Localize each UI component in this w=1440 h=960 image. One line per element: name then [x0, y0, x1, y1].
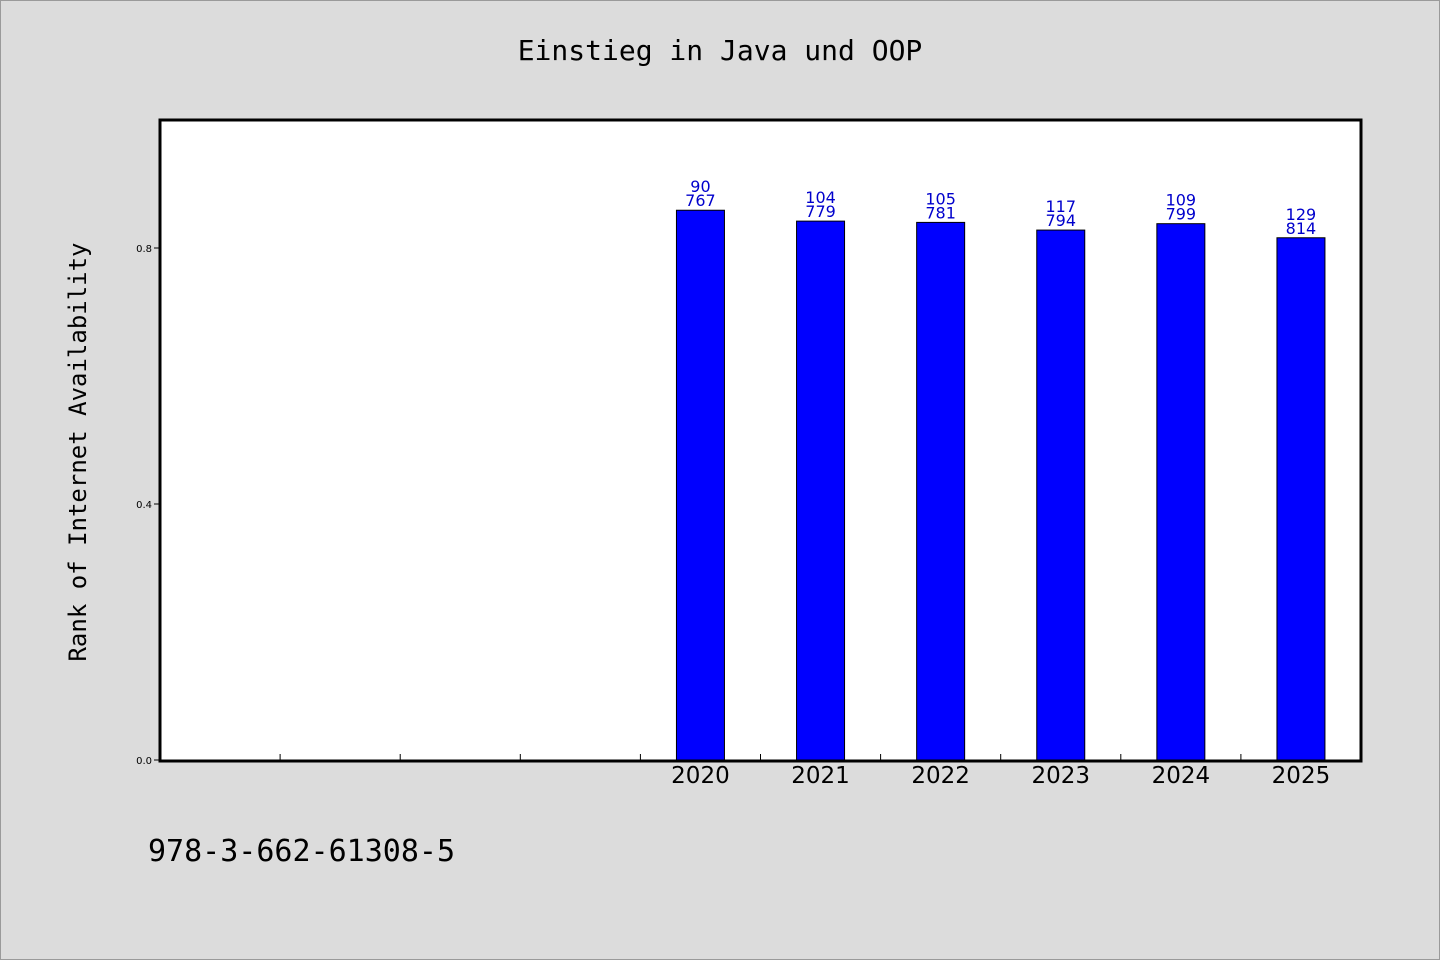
- bar: [675, 209, 725, 761]
- y-tick-label: 0.4: [136, 500, 152, 511]
- bar: [1156, 223, 1206, 761]
- x-tick-label: 2023: [1031, 763, 1090, 789]
- y-tick-label: 0.0: [136, 756, 152, 767]
- bar-value-label: 105: [925, 189, 956, 208]
- bar-value-label: 129: [1286, 205, 1317, 224]
- bar-value-label: 117: [1045, 197, 1076, 216]
- x-tick-label: 2020: [671, 763, 730, 789]
- bar-value-label: 814: [1286, 219, 1317, 238]
- bar: [916, 221, 966, 761]
- bar-value-label: 104: [805, 188, 836, 207]
- bar: [1036, 229, 1086, 761]
- y-tick-label: 0.8: [136, 244, 152, 255]
- chart-title: Einstieg in Java und OOP: [517, 34, 923, 67]
- bar-value-label: 799: [1166, 205, 1197, 224]
- x-tick-label: 2024: [1152, 763, 1211, 789]
- footer-code: 978-3-662-61308-5: [148, 834, 456, 869]
- x-tick-label: 2021: [791, 763, 850, 789]
- bar-value-label: 90: [690, 177, 710, 196]
- y-axis-title: Rank of Internet Availability: [64, 242, 92, 661]
- bar: [1276, 237, 1326, 761]
- bar-value-label: 779: [805, 202, 836, 221]
- bar-value-label: 109: [1166, 191, 1197, 210]
- bar-value-label: 781: [925, 203, 956, 222]
- x-tick-label: 2025: [1272, 763, 1331, 789]
- bar-value-label: 767: [685, 191, 716, 210]
- x-tick-label: 2022: [911, 763, 970, 789]
- bar: [796, 220, 846, 761]
- bar-value-label: 794: [1045, 211, 1076, 230]
